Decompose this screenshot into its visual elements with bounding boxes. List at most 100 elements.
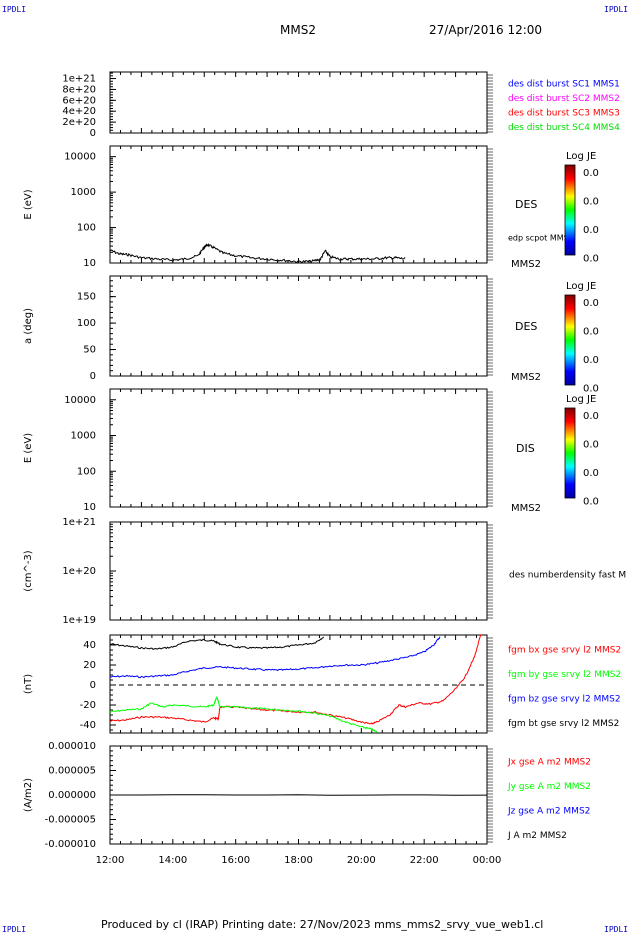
legend-j-x: Jx gse A m2 MMS2	[507, 758, 591, 768]
panel-frame-1	[109, 71, 488, 134]
colorbar-tick-2: 0.0	[583, 384, 599, 395]
legend-fgm-by: fgm by gse srvy l2 MMS2	[508, 670, 621, 680]
x-tick-label: 20:00	[347, 855, 376, 866]
x-tick-label: 16:00	[221, 855, 250, 866]
y-tick-label: 0	[90, 680, 96, 691]
date-time-title: 27/Apr/2016 12:00	[429, 23, 543, 37]
spacecraft-title: MMS2	[280, 23, 316, 37]
y-tick-label: 1e+20	[62, 566, 96, 577]
colorbar-tick-2: 0.0	[583, 327, 599, 338]
colorbar-title-2: Log JE	[566, 281, 596, 292]
series-by	[109, 695, 378, 733]
y-tick-label: 50	[83, 345, 96, 356]
y-tick-label: 1e+21	[62, 517, 96, 528]
ipdli-mark-bottom-left: IPDLI	[2, 925, 27, 934]
colorbar-tick-3: 0.0	[583, 411, 599, 422]
y-tick-label: 40	[83, 640, 96, 651]
series-edp-scpot	[109, 243, 406, 264]
legend-j-y: Jy gse A m2 MMS2	[507, 782, 591, 792]
legend-fgm-bt: fgm bt gse srvy l2 MMS2	[508, 719, 619, 729]
x-tick-label: 12:00	[96, 855, 125, 866]
ylabel-des-energy: E (eV)	[23, 189, 34, 219]
legend-dist-burst-sc4: des dist burst SC4 MMS4	[508, 123, 620, 133]
series-bt	[109, 636, 325, 651]
right-bottom-mms2: MMS2	[511, 372, 541, 383]
y-tick-label: 10	[83, 502, 96, 513]
y-tick-label: 2e+20	[62, 117, 96, 128]
panel-frame-4	[109, 388, 488, 508]
y-tick-label: 1e+19	[62, 615, 96, 626]
ylabel-density: (cm^-3)	[23, 550, 34, 591]
colorbar-1	[564, 164, 576, 256]
y-tick-label: 1000	[71, 187, 96, 198]
y-tick-label: 0.000000	[48, 790, 96, 801]
y-tick-label: 10	[83, 258, 96, 269]
right-label-des-pitch: DES	[515, 320, 537, 333]
y-tick-label: -0.000005	[45, 815, 96, 826]
colorbar-tick-1: 0.0	[583, 225, 599, 236]
ipdli-mark-top-right: IPDLI	[604, 5, 629, 14]
y-tick-label: 1e+21	[62, 74, 96, 85]
right-label-dis: DIS	[516, 442, 535, 455]
ylabel-current: (A/m2)	[23, 778, 34, 812]
y-tick-label: 8e+20	[62, 84, 96, 95]
ylabel-bfield: (nT)	[23, 674, 34, 694]
y-tick-label: 10000	[64, 152, 96, 163]
legend-fgm-bx: fgm bx gse srvy l2 MMS2	[508, 646, 621, 656]
colorbar-tick-1: 0.0	[583, 254, 599, 265]
legend-j-z: Jz gse A m2 MMS2	[507, 807, 590, 817]
x-tick-label: 22:00	[410, 855, 439, 866]
colorbar-tick-2: 0.0	[583, 355, 599, 366]
y-tick-label: 150	[77, 292, 96, 303]
colorbar-tick-3: 0.0	[583, 440, 599, 451]
y-tick-label: 4e+20	[62, 106, 96, 117]
y-tick-label: 0.000005	[48, 766, 96, 777]
y-tick-label: 0	[90, 128, 96, 139]
legend-fgm-bz: fgm bz gse srvy l2 MMS2	[508, 695, 621, 705]
y-tick-label: -20	[80, 700, 96, 711]
series-j	[110, 794, 488, 796]
right-label-des: DES	[515, 198, 537, 211]
footer-credits: Produced by cl (IRAP) Printing date: 27/…	[101, 918, 544, 931]
legend-dist-burst-sc1: des dist burst SC1 MMS1	[508, 80, 620, 90]
panel-frame-3	[109, 275, 488, 377]
y-tick-label: 100	[77, 466, 96, 477]
colorbar-tick-1: 0.0	[583, 168, 599, 179]
right-bottom-mms2: MMS2	[511, 503, 541, 514]
panel-frame-2	[109, 145, 488, 264]
y-tick-label: 0.000010	[48, 741, 96, 752]
legend-j-total: J A m2 MMS2	[507, 831, 567, 841]
colorbar-tick-1: 0.0	[583, 197, 599, 208]
legend-numberdensity: des numberdensity fast M	[509, 571, 626, 581]
colorbar-tick-2: 0.0	[583, 298, 599, 309]
ipdli-mark-top-left: IPDLI	[2, 5, 27, 14]
colorbar-tick-3: 0.0	[583, 497, 599, 508]
panel-frame-5	[109, 521, 488, 621]
y-tick-label: 100	[77, 318, 96, 329]
y-tick-label: 6e+20	[62, 95, 96, 106]
y-tick-label: 1000	[71, 431, 96, 442]
x-tick-label: 00:00	[473, 855, 502, 866]
right-sublabel-scpot: edp scpot MMS2	[508, 234, 574, 243]
y-tick-label: -40	[80, 720, 96, 731]
colorbar-title-3: Log JE	[566, 394, 596, 405]
right-bottom-mms2: MMS2	[511, 259, 541, 270]
colorbar-title-1: Log JE	[566, 151, 596, 162]
y-tick-label: 10000	[64, 395, 96, 406]
colorbar-tick-3: 0.0	[583, 468, 599, 479]
x-tick-label: 18:00	[284, 855, 313, 866]
x-tick-label: 14:00	[158, 855, 187, 866]
ylabel-pitch: a (deg)	[23, 308, 34, 344]
y-tick-label: 20	[83, 660, 96, 671]
y-tick-label: 100	[77, 223, 96, 234]
y-tick-label: 0	[90, 371, 96, 382]
colorbar-2	[564, 294, 576, 386]
y-tick-label: -0.000010	[45, 839, 96, 850]
ylabel-dis-energy: E (eV)	[23, 433, 34, 463]
legend-dist-burst-sc3: des dist burst SC3 MMS3	[508, 109, 620, 119]
colorbar-3	[564, 407, 576, 499]
legend-dist-burst-sc2: des dist burst SC2 MMS2	[508, 94, 620, 104]
series-bz	[110, 636, 441, 679]
ipdli-mark-bottom-right: IPDLI	[604, 925, 629, 934]
